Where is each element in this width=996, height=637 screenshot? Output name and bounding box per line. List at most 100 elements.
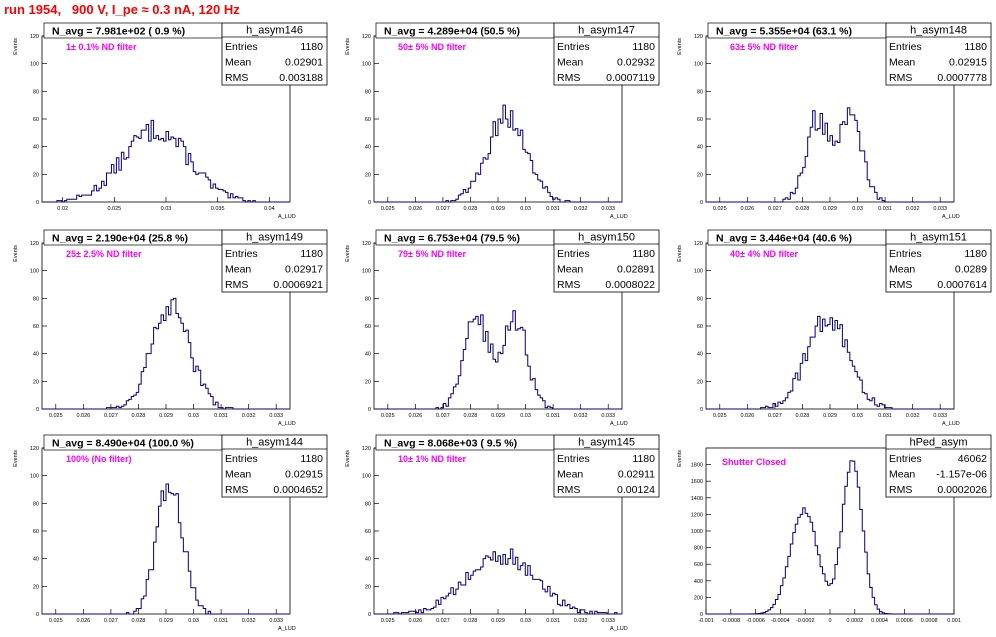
x-tick-label: 0.027 <box>768 206 782 212</box>
x-tick-label: -0.0008 <box>721 618 740 624</box>
stats-value: 1180 <box>300 41 323 53</box>
y-tick-label: 20 <box>33 584 39 590</box>
stats-name: h_asym146 <box>246 25 303 37</box>
x-tick-label: 0.032 <box>574 413 588 419</box>
x-tick-label: 0.029 <box>159 413 173 419</box>
y-axis-label: Events <box>13 450 19 467</box>
y-tick-label: 80 <box>33 89 39 95</box>
x-tick-label: 0.032 <box>906 413 920 419</box>
y-tick-label: 80 <box>365 501 371 507</box>
y-tick-label: 100 <box>30 62 39 68</box>
y-tick-label: 60 <box>33 529 39 535</box>
histogram-panel: 0 20 40 60 80 100 120 0.025 0.026 0.027 0.028 0.029… <box>664 20 994 225</box>
x-tick-label: 0.028 <box>464 413 478 419</box>
y-tick-label: 40 <box>697 352 703 358</box>
stats-value: 1180 <box>300 453 323 465</box>
x-tick-label: 0.0002 <box>846 618 863 624</box>
x-tick-label: 0.031 <box>546 618 560 624</box>
histogram-grid: 0 20 40 60 80 100 120 0.02 0.025 0.03 0.035 0.04 Eve… <box>0 20 994 632</box>
y-tick-label: 100 <box>362 269 371 275</box>
y-tick-label: 80 <box>697 296 703 302</box>
x-tick-label: 0.027 <box>436 618 450 624</box>
filter-note: 79± 5% ND filter <box>398 249 466 259</box>
y-tick-label: 1000 <box>691 529 703 535</box>
x-tick-label: 0.025 <box>713 413 727 419</box>
histogram-plot: 0 20 40 60 80 100 120 0.025 0.026 0.027 0.028 0.029… <box>345 229 660 427</box>
x-tick-label: 0.025 <box>49 413 63 419</box>
stats-key: Mean <box>889 264 915 276</box>
stats-box <box>553 22 660 86</box>
x-tick-label: 0.0004 <box>871 618 888 624</box>
x-tick-label: 0.031 <box>214 618 228 624</box>
x-tick-label: 0.028 <box>132 413 146 419</box>
x-tick-label: 0.028 <box>132 618 146 624</box>
histogram-series <box>706 315 954 410</box>
x-tick-label: 0.029 <box>491 413 505 419</box>
y-tick-label: 100 <box>362 474 371 480</box>
stats-key: RMS <box>225 279 248 291</box>
y-tick-label: 120 <box>694 34 703 40</box>
y-axis-label: Events <box>677 38 683 55</box>
x-tick-label: -0.0002 <box>796 618 815 624</box>
stats-box <box>221 22 328 86</box>
y-tick-label: 60 <box>365 117 371 123</box>
x-tick-label: 0.025 <box>381 206 395 212</box>
histogram-title: N_avg = 6.753e+04 (79.5 %) <box>384 233 520 245</box>
stats-value: 0.02911 <box>618 469 655 481</box>
histogram-series <box>374 548 622 615</box>
stats-value: 1180 <box>632 41 655 53</box>
y-tick-label: 0 <box>700 200 703 206</box>
stats-value: 0.0007614 <box>937 279 987 291</box>
histogram-series <box>42 483 290 615</box>
histogram-panel: 0 20 40 60 80 100 120 0.025 0.026 0.027 0.028 0.029… <box>332 432 662 637</box>
y-axis-label: Events <box>345 450 351 467</box>
y-tick-label: 120 <box>30 34 39 40</box>
y-tick-label: 100 <box>30 474 39 480</box>
x-tick-label: 0.033 <box>933 413 947 419</box>
x-tick-label: 0.028 <box>796 413 810 419</box>
stats-name: h_asym149 <box>246 232 303 244</box>
y-tick-label: 80 <box>33 296 39 302</box>
x-tick-label: 0.031 <box>546 413 560 419</box>
y-tick-label: 0 <box>36 407 39 413</box>
stats-key: Entries <box>225 453 258 465</box>
stats-key: RMS <box>557 72 580 84</box>
histogram-panel: 0 200 400 600 800 1000 1200 1400 1600 1800 -0.001 -… <box>664 432 994 637</box>
stats-key: Entries <box>889 453 922 465</box>
y-tick-label: 40 <box>365 352 371 358</box>
x-tick-label: 0.027 <box>436 206 450 212</box>
y-tick-label: 20 <box>33 172 39 178</box>
y-tick-label: 100 <box>362 62 371 68</box>
x-tick-label: 0.029 <box>491 206 505 212</box>
stats-value: -1.157e-06 <box>936 469 987 481</box>
filter-note: 50± 5% ND filter <box>398 42 466 52</box>
y-tick-label: 40 <box>33 145 39 151</box>
stats-value: 0.00124 <box>617 484 655 496</box>
x-tick-label: 0.03 <box>520 413 531 419</box>
x-axis-label: A_LUD <box>942 421 960 427</box>
stats-name: h_asym151 <box>910 232 967 244</box>
x-tick-label: 0.035 <box>211 206 225 212</box>
x-tick-label: 0.03 <box>852 413 863 419</box>
x-axis-label: A_LUD <box>278 214 296 220</box>
stats-key: RMS <box>889 72 912 84</box>
y-tick-label: 80 <box>33 501 39 507</box>
stats-key: Entries <box>557 41 590 53</box>
stats-box <box>221 229 328 293</box>
stats-key: RMS <box>225 72 248 84</box>
stats-box <box>885 229 992 293</box>
y-tick-label: 120 <box>30 446 39 452</box>
x-tick-label: 0.025 <box>107 206 121 212</box>
y-tick-label: 120 <box>362 241 371 247</box>
x-tick-label: 0.0008 <box>921 618 938 624</box>
y-tick-label: 60 <box>33 324 39 330</box>
y-tick-label: 100 <box>694 62 703 68</box>
histogram-plot: 0 20 40 60 80 100 120 0.025 0.026 0.027 0.028 0.029… <box>345 434 660 632</box>
x-tick-label: 0.03 <box>161 206 172 212</box>
x-tick-label: 0.001 <box>947 618 961 624</box>
y-tick-label: 20 <box>697 379 703 385</box>
histogram-panel: 0 20 40 60 80 100 120 0.02 0.025 0.03 0.035 0.04 Eve… <box>0 20 330 225</box>
histogram-title: N_avg = 2.190e+04 (25.8 %) <box>52 233 188 245</box>
stats-value: 46062 <box>958 453 987 465</box>
histogram-series <box>706 460 954 615</box>
